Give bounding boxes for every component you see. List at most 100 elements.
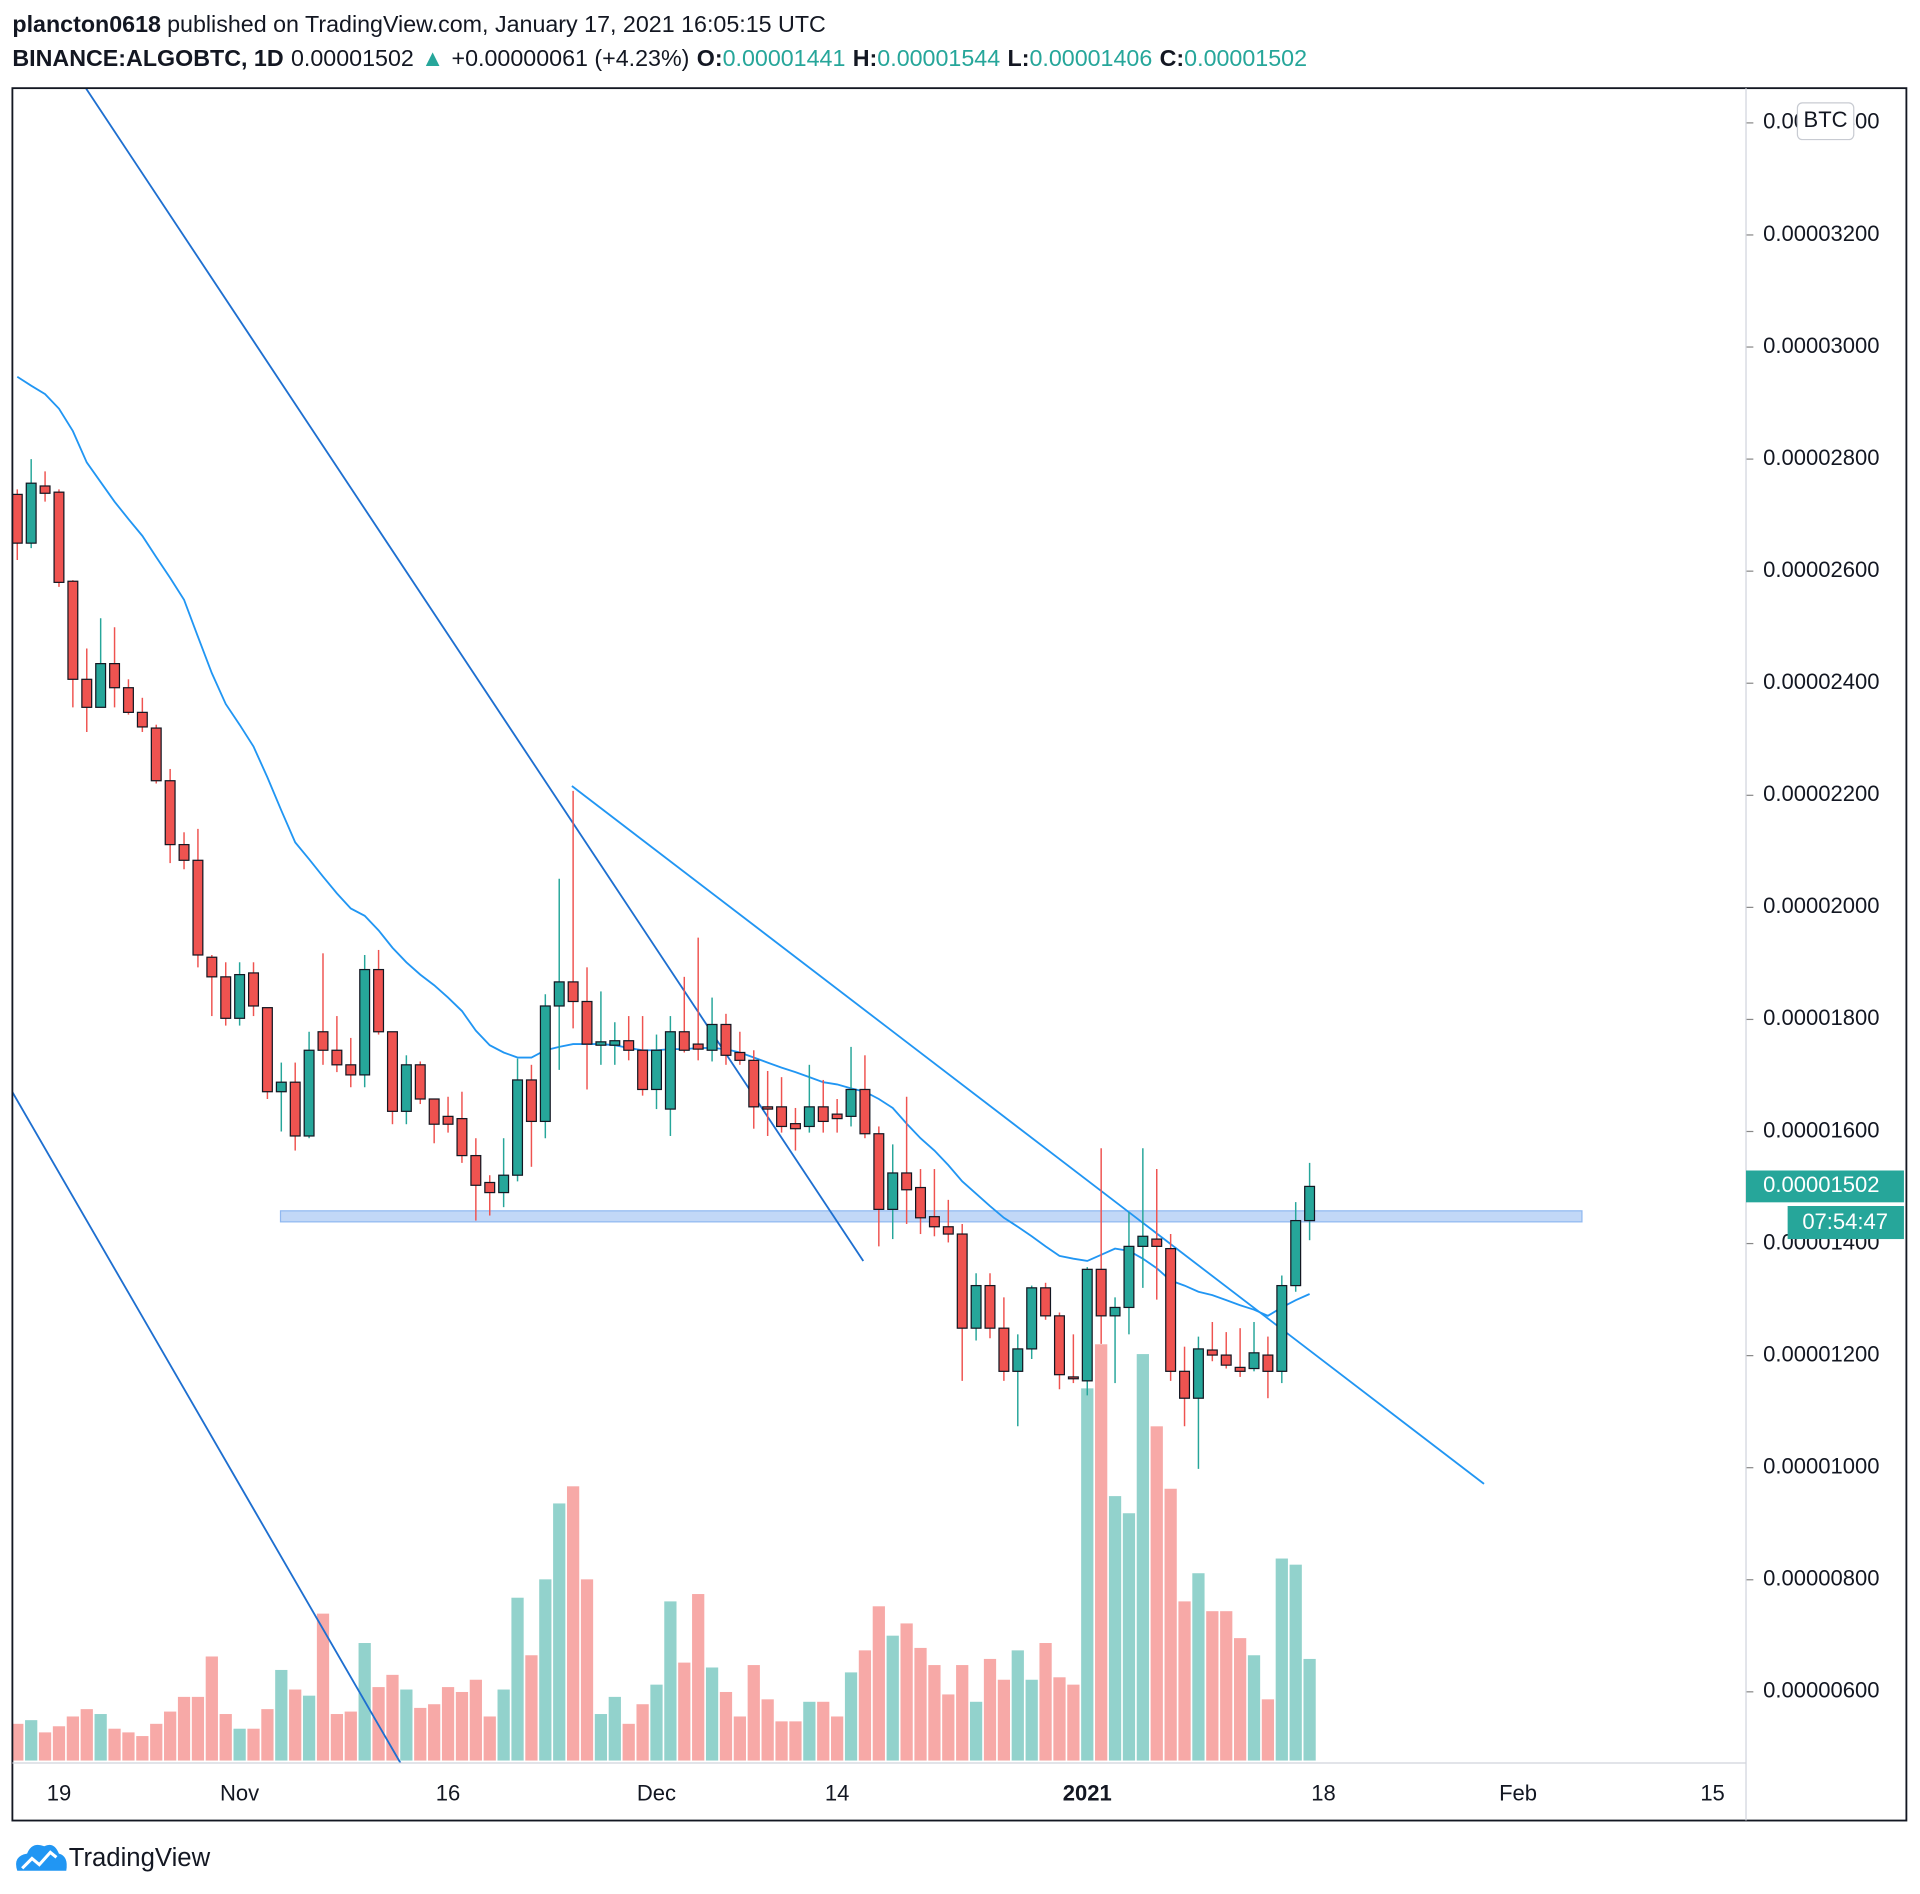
candle-body	[845, 1088, 857, 1117]
volume-bar	[1136, 1354, 1149, 1761]
y-tick-label: 0.00002200	[1763, 781, 1879, 806]
volume-bar	[900, 1623, 913, 1761]
volume-bar	[803, 1701, 816, 1761]
candle-body	[456, 1117, 468, 1157]
candle-body	[776, 1106, 788, 1128]
y-tick-label: 0.00002000	[1763, 893, 1879, 918]
volume-bar	[12, 1723, 24, 1761]
y-tick-label: 0.00002600	[1763, 557, 1879, 582]
volume-bar	[580, 1579, 594, 1761]
candle-body	[942, 1226, 954, 1235]
candle-body	[289, 1081, 301, 1137]
candle-body	[1220, 1354, 1232, 1366]
candle-body	[1137, 1235, 1149, 1247]
candle-body	[53, 491, 65, 583]
y-tick-label: 0.00000600	[1763, 1678, 1879, 1703]
volume-bar	[886, 1635, 899, 1761]
candle-body	[1026, 1287, 1038, 1350]
candle-body	[414, 1064, 426, 1100]
candle-body	[650, 1049, 663, 1091]
brand-logo: TradingView	[16, 1844, 211, 1872]
volume-bar	[122, 1732, 135, 1761]
candle-body	[1206, 1349, 1218, 1356]
ma-layer	[16, 375, 1310, 1317]
candle-body	[345, 1064, 357, 1076]
candle-body	[956, 1233, 968, 1329]
candle-body	[609, 1040, 621, 1046]
candle-body	[748, 1059, 760, 1108]
candle-body	[553, 981, 565, 1007]
change: +0.00000061 (+4.23%)	[452, 45, 690, 71]
y-tick-label: 0.00000800	[1763, 1566, 1879, 1591]
candle-body	[595, 1041, 607, 1046]
volume-bar	[914, 1647, 927, 1761]
author: plancton0618	[12, 11, 161, 37]
x-tick-label: 18	[1311, 1781, 1336, 1806]
volume-bar	[817, 1701, 830, 1761]
candle-body	[109, 663, 121, 689]
logo-mark	[21, 1850, 58, 1870]
volume-bar	[1220, 1611, 1233, 1761]
x-tick-label: Dec	[637, 1781, 676, 1806]
y-tick-label: 0.00001800	[1763, 1005, 1879, 1030]
volume-bar	[1164, 1488, 1177, 1761]
volume-bar	[553, 1503, 566, 1761]
ohlc-value: 0.00001406	[1029, 45, 1152, 71]
candle-body	[525, 1079, 537, 1123]
candle-body	[664, 1031, 676, 1110]
x-tick-label: 15	[1700, 1781, 1725, 1806]
candle-body	[637, 1049, 649, 1091]
volume-bar	[1053, 1677, 1066, 1761]
candle-body	[873, 1133, 885, 1210]
candle-body	[581, 1000, 593, 1045]
candle-body	[164, 780, 176, 846]
volume-bar	[1178, 1601, 1191, 1761]
volume-bar	[1011, 1650, 1024, 1761]
volume-bar	[386, 1674, 399, 1761]
volume-bar	[622, 1723, 635, 1761]
volume-bar	[969, 1701, 983, 1761]
y-tick-label: 0.00001600	[1763, 1117, 1879, 1142]
volume-bar	[831, 1716, 844, 1761]
volume-bar	[636, 1704, 649, 1761]
volume-bar	[942, 1694, 955, 1761]
volume-bar	[136, 1736, 149, 1761]
volume-bar	[52, 1726, 66, 1761]
volume-bar	[664, 1601, 677, 1761]
ohlc-label: O:	[697, 45, 723, 71]
volume-bar	[872, 1606, 885, 1761]
candle-body	[1290, 1219, 1302, 1287]
candle-body	[178, 843, 190, 861]
volume-bar	[594, 1714, 608, 1761]
candle-body	[1081, 1268, 1093, 1382]
volume-bar	[483, 1716, 496, 1761]
volume-bar	[344, 1711, 357, 1761]
ohlc-label: L:	[1007, 45, 1029, 71]
candle-body	[220, 976, 232, 1019]
volume-bar	[80, 1709, 93, 1761]
y-tick-label: 0.00001200	[1763, 1341, 1879, 1366]
volume-bar	[747, 1665, 760, 1761]
volume-bar	[414, 1707, 427, 1761]
trend-line	[12, 1091, 402, 1763]
volume-bar	[858, 1650, 872, 1761]
header-line-1: plancton0618 published on TradingView.com…	[12, 11, 825, 37]
volume-bar	[566, 1486, 580, 1761]
y-tick-label: 0.00001000	[1763, 1454, 1879, 1479]
candle-body	[887, 1172, 899, 1210]
volume-bar	[1081, 1388, 1094, 1761]
candle-body	[1192, 1348, 1204, 1399]
candle-body	[303, 1049, 315, 1137]
volume-bar	[497, 1689, 510, 1761]
symbol: BINANCE:ALGOBTC, 1D	[12, 45, 283, 71]
candle-body	[1012, 1348, 1024, 1372]
volume-bar	[455, 1691, 469, 1761]
volume-bar	[330, 1714, 344, 1761]
volume-bar	[650, 1684, 663, 1761]
candle-body	[1053, 1315, 1065, 1376]
candle-body	[206, 956, 218, 978]
last-price: 0.00001502	[291, 45, 414, 71]
candle-body	[1151, 1238, 1163, 1247]
candle-layer	[12, 459, 1316, 1469]
